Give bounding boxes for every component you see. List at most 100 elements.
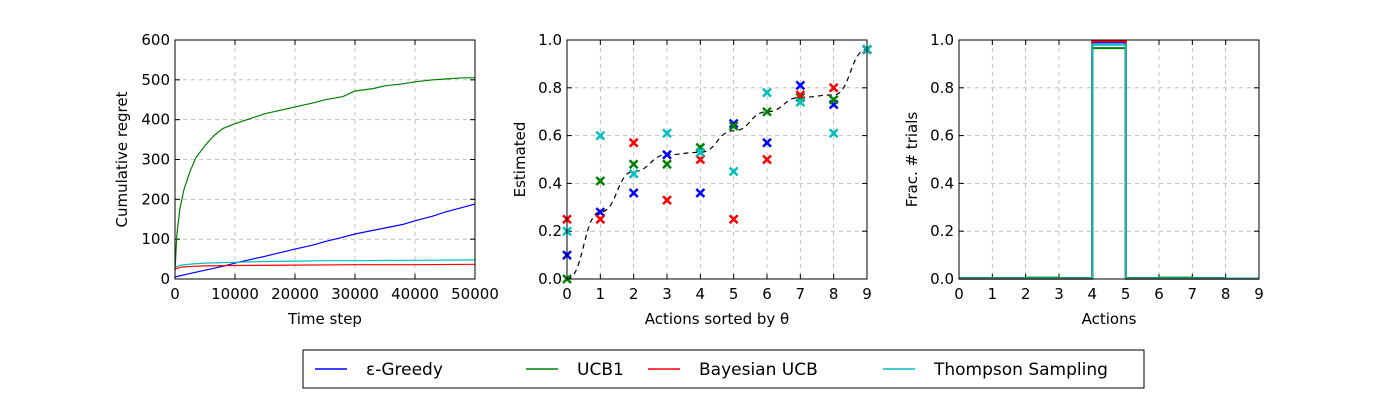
legend-entry: ε-Greedy xyxy=(315,360,443,380)
x-tick-label: 7 xyxy=(796,285,806,303)
x-marker-stroke xyxy=(628,159,639,170)
series-step xyxy=(959,40,1259,280)
legend-label: UCB1 xyxy=(577,360,624,380)
x-tick-label: 0 xyxy=(954,285,964,303)
y-tick-label: 0.6 xyxy=(930,127,954,145)
y-tick-label: 1.0 xyxy=(538,31,562,49)
y-tick-label: 600 xyxy=(141,31,170,49)
scatter-point xyxy=(728,166,739,177)
scatter-point xyxy=(662,195,672,206)
scatter-point xyxy=(762,154,772,165)
y-tick-label: 0.4 xyxy=(930,174,954,192)
x-marker-stroke xyxy=(828,128,839,139)
x-tick-label: 2 xyxy=(1021,285,1031,303)
scatter-point xyxy=(628,168,639,179)
scatter-point xyxy=(628,188,639,198)
scatter-point xyxy=(695,154,706,165)
legend-entry: Bayesian UCB xyxy=(648,360,818,380)
x-tick-label: 40000 xyxy=(391,285,439,303)
x-marker-stroke xyxy=(728,121,739,131)
axes-frame xyxy=(958,39,1260,280)
true-theta-curve xyxy=(566,48,868,280)
x-tick-label: 9 xyxy=(862,285,872,303)
x-tick-label: 8 xyxy=(1221,285,1231,303)
x-marker-stroke xyxy=(628,168,639,179)
x-marker-stroke xyxy=(595,214,606,225)
scatter-point xyxy=(762,87,772,98)
legend-label: ε-Greedy xyxy=(366,360,443,380)
x-tick-label: 6 xyxy=(762,285,772,303)
y-tick-label: 0.0 xyxy=(930,270,954,288)
x-marker-stroke xyxy=(662,159,672,170)
y-tick-label: 0.4 xyxy=(538,174,562,192)
scatter-point xyxy=(628,159,639,170)
x-tick-label: 3 xyxy=(662,285,672,303)
series-line xyxy=(174,259,476,268)
x-marker-stroke xyxy=(662,195,672,206)
x-marker-stroke xyxy=(595,207,606,217)
x-marker-stroke xyxy=(762,154,772,165)
axes-frame xyxy=(566,39,868,280)
legend-box xyxy=(302,349,1145,389)
x-tick-label: 0 xyxy=(170,285,180,303)
x-axis-label: Time step xyxy=(287,310,362,328)
x-marker-stroke xyxy=(728,166,739,177)
y-tick-label: 0.2 xyxy=(538,222,562,240)
x-marker-stroke xyxy=(595,130,606,141)
scatter-point xyxy=(828,128,839,139)
series-line xyxy=(174,77,475,272)
regret-panel: 0 10000 20000 30000 40000 50000 0 100 200 300 400 5… xyxy=(113,31,499,328)
legend-label: Bayesian UCB xyxy=(699,360,818,380)
x-tick-label: 5 xyxy=(1121,285,1131,303)
scatter-point xyxy=(595,176,606,186)
y-axis-label: Estimated xyxy=(511,122,529,198)
scatter-point xyxy=(828,82,839,93)
scatter-point xyxy=(662,159,672,170)
scatter-point xyxy=(728,118,739,129)
y-tick-label: 200 xyxy=(141,190,170,208)
x-marker-stroke xyxy=(762,137,772,148)
y-axis-label: Frac. # trials xyxy=(903,112,921,208)
x-tick-label: 8 xyxy=(829,285,839,303)
scatter-point xyxy=(795,97,806,108)
x-marker-stroke xyxy=(728,118,739,129)
y-tick-label: 100 xyxy=(141,230,170,248)
x-marker-stroke xyxy=(828,94,839,105)
estimated-panel: 0 1 2 3 4 5 6 7 8 9 0.0 0.2 0.4 0.6 0.8 1.0 Actions sort… xyxy=(511,31,872,328)
scatter-point xyxy=(728,121,739,131)
x-tick-label: 5 xyxy=(729,285,739,303)
x-marker-stroke xyxy=(628,137,639,148)
y-tick-label: 0 xyxy=(160,270,170,288)
scatter-point xyxy=(828,94,839,105)
legend-label: Thompson Sampling xyxy=(933,360,1108,380)
scatter-point xyxy=(728,214,739,225)
x-marker-stroke xyxy=(695,147,706,158)
y-tick-label: 0.8 xyxy=(538,79,562,97)
y-tick-label: 0.2 xyxy=(930,222,954,240)
series-step xyxy=(959,47,1259,280)
x-tick-label: 20000 xyxy=(271,285,319,303)
x-marker-stroke xyxy=(795,90,806,100)
legend: ε-Greedy UCB1 Bayesian UCB Thompson Samplin… xyxy=(302,349,1145,389)
x-marker-stroke xyxy=(662,128,672,139)
x-marker-stroke xyxy=(795,97,806,108)
axes-frame xyxy=(174,39,476,280)
x-tick-label: 4 xyxy=(1088,285,1098,303)
x-axis-label: Actions sorted by θ xyxy=(645,310,789,328)
scatter-point xyxy=(595,214,606,225)
x-marker-stroke xyxy=(595,176,606,186)
y-tick-label: 1.0 xyxy=(930,31,954,49)
x-tick-label: 0 xyxy=(562,285,572,303)
x-tick-label: 2 xyxy=(629,285,639,303)
x-tick-label: 1 xyxy=(596,285,606,303)
x-marker-stroke xyxy=(662,149,672,160)
x-axis-label: Actions xyxy=(1082,310,1137,328)
x-tick-label: 7 xyxy=(1188,285,1198,303)
y-tick-label: 0.6 xyxy=(538,127,562,145)
x-marker-stroke xyxy=(695,154,706,165)
scatter-point xyxy=(662,128,672,139)
x-tick-label: 3 xyxy=(1054,285,1064,303)
x-marker-stroke xyxy=(762,106,772,117)
series-step xyxy=(959,43,1259,280)
